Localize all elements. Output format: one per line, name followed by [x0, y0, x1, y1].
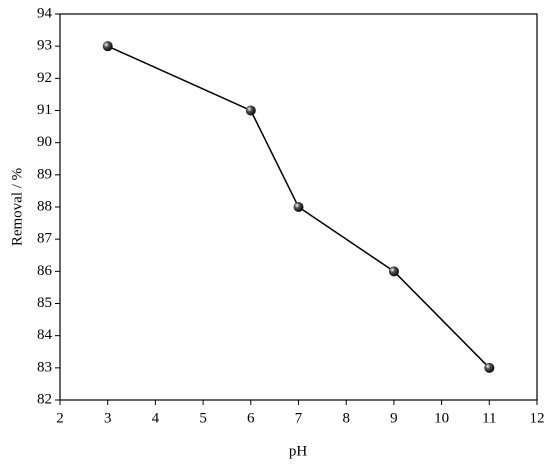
x-tick-label: 12: [530, 410, 545, 426]
y-tick-label: 89: [37, 166, 52, 182]
y-tick-label: 92: [37, 70, 52, 86]
y-tick-label: 86: [37, 263, 53, 279]
x-tick-label: 5: [199, 410, 207, 426]
x-tick-label: 3: [104, 410, 112, 426]
x-axis-label: pH: [289, 443, 308, 459]
data-point: [293, 202, 304, 212]
y-tick-label: 87: [37, 231, 53, 247]
x-tick-label: 10: [434, 410, 449, 426]
y-tick-label: 83: [37, 359, 52, 375]
data-point: [102, 41, 113, 52]
y-tick-label: 82: [37, 391, 52, 407]
y-tick-label: 85: [37, 295, 52, 311]
x-tick-label: 6: [247, 410, 255, 426]
x-tick-label: 7: [295, 410, 303, 426]
y-tick-label: 91: [37, 102, 52, 118]
y-tick-label: 84: [37, 327, 53, 343]
data-point: [245, 105, 256, 116]
y-tick-label: 93: [37, 38, 52, 54]
x-tick-label: 11: [482, 410, 496, 426]
y-axis-label: Removal / %: [9, 168, 25, 246]
y-tick-label: 90: [37, 134, 52, 150]
y-tick-label: 94: [37, 5, 53, 21]
y-tick-label: 88: [37, 198, 52, 214]
x-tick-label: 9: [390, 410, 398, 426]
x-tick-label: 2: [56, 410, 64, 426]
data-point: [388, 266, 399, 277]
x-tick-label: 8: [342, 410, 350, 426]
x-tick-label: 4: [152, 410, 160, 426]
data-point: [484, 362, 495, 373]
